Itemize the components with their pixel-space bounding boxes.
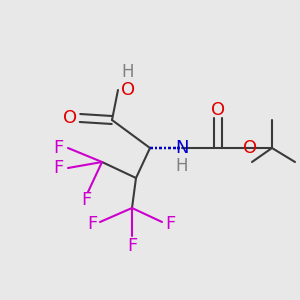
- Text: O: O: [211, 101, 225, 119]
- Text: F: F: [53, 139, 63, 157]
- Text: F: F: [127, 237, 137, 255]
- Text: F: F: [87, 215, 97, 233]
- Text: F: F: [81, 191, 91, 209]
- Text: H: H: [122, 63, 134, 81]
- Text: H: H: [176, 157, 188, 175]
- Text: O: O: [121, 81, 135, 99]
- Text: F: F: [53, 159, 63, 177]
- Text: O: O: [243, 139, 257, 157]
- Text: F: F: [165, 215, 175, 233]
- Text: O: O: [63, 109, 77, 127]
- Text: N: N: [175, 139, 189, 157]
